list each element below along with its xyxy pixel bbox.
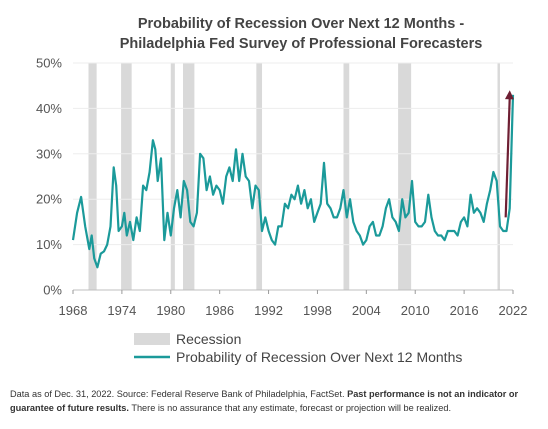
recession-band: [183, 63, 195, 290]
y-tick-label: 0%: [43, 283, 62, 298]
legend-label-recession: Recession: [176, 331, 241, 347]
recession-band: [170, 63, 175, 290]
series-layer: [71, 94, 515, 269]
series-line-probability: [71, 94, 515, 269]
x-tick-label: 1968: [59, 303, 88, 318]
legend-label-probability: Probability of Recession Over Next 12 Mo…: [176, 349, 462, 365]
footnote-disclaimer-bold: Past performance is not an indicator or …: [10, 389, 519, 413]
x-tick-label: 1998: [303, 303, 332, 318]
y-tick-label: 20%: [36, 192, 62, 207]
recession-band: [121, 63, 132, 290]
y-tick-label: 30%: [36, 146, 62, 161]
y-tick-label: 50%: [36, 56, 62, 71]
x-tick-label: 1986: [205, 303, 234, 318]
x-tick-label: 2016: [450, 303, 479, 318]
recession-band: [343, 63, 350, 290]
recession-band: [398, 63, 412, 290]
y-tick-label: 40%: [36, 101, 62, 116]
x-tick-label: 2010: [401, 303, 430, 318]
y-tick-label: 10%: [36, 237, 62, 252]
legend-swatch-recession: [134, 333, 170, 345]
footnote: Data as of Dec. 31, 2022. Source: Federa…: [10, 387, 542, 415]
annotations: [504, 90, 514, 218]
recession-band: [256, 63, 263, 290]
gridlines: [73, 62, 513, 291]
x-tick-label: 1974: [107, 303, 136, 318]
legend: Recession Probability of Recession Over …: [134, 331, 462, 365]
recession-probability-chart: Probability of Recession Over Next 12 Mo…: [36, 16, 528, 365]
arrow-annotation-head: [504, 90, 514, 100]
x-tick-label: 2004: [352, 303, 381, 318]
y-axis-ticks: 0% 10% 20% 30% 40% 50%: [36, 56, 62, 298]
recession-bands: [88, 63, 500, 290]
x-tick-label: 1980: [156, 303, 185, 318]
chart-title-line-1: Probability of Recession Over Next 12 Mo…: [138, 16, 464, 32]
footnote-disclaimer-tail: There is no assurance that any estimate,…: [128, 403, 452, 413]
x-tick-label: 1992: [254, 303, 283, 318]
arrow-annotation-shaft: [504, 97, 511, 218]
x-axis-ticks: 1968 1974 1980 1986 1992 1998 2004 2010 2016 2022: [59, 290, 528, 318]
recession-band: [88, 63, 97, 290]
chart-title-line-2: Philadelphia Fed Survey of Professional …: [120, 36, 483, 52]
footnote-source: Data as of Dec. 31, 2022. Source: Federa…: [10, 389, 348, 399]
recession-band: [497, 63, 500, 290]
x-tick-label: 2022: [499, 303, 528, 318]
